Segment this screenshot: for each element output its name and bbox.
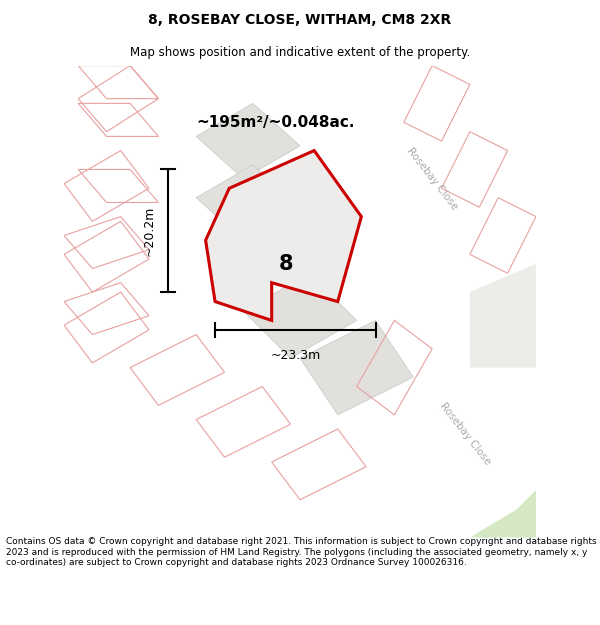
Text: ~20.2m: ~20.2m — [143, 206, 156, 256]
Polygon shape — [470, 490, 536, 538]
Polygon shape — [300, 321, 413, 415]
Polygon shape — [244, 273, 356, 358]
Text: 8: 8 — [278, 254, 293, 274]
Polygon shape — [206, 151, 361, 321]
Text: Contains OS data © Crown copyright and database right 2021. This information is : Contains OS data © Crown copyright and d… — [6, 538, 596, 568]
Text: ~195m²/~0.048ac.: ~195m²/~0.048ac. — [196, 115, 355, 130]
Polygon shape — [196, 103, 300, 179]
Polygon shape — [356, 66, 536, 292]
Polygon shape — [413, 368, 536, 538]
Polygon shape — [196, 165, 300, 240]
Text: ~23.3m: ~23.3m — [270, 349, 320, 362]
Text: Rosebay Close: Rosebay Close — [438, 401, 493, 467]
Text: Map shows position and indicative extent of the property.: Map shows position and indicative extent… — [130, 46, 470, 59]
Polygon shape — [470, 264, 536, 368]
Text: Rosebay Close: Rosebay Close — [405, 146, 460, 212]
Polygon shape — [253, 198, 347, 278]
Text: 8, ROSEBAY CLOSE, WITHAM, CM8 2XR: 8, ROSEBAY CLOSE, WITHAM, CM8 2XR — [148, 13, 452, 27]
